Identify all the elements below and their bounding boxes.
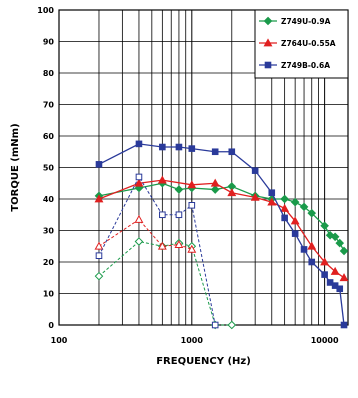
data-point (187, 244, 197, 253)
x-axis-title: FREQUENCY (Hz) (156, 356, 251, 367)
series-5 (95, 173, 219, 329)
series-4 (95, 140, 348, 329)
data-point (291, 230, 299, 237)
data-point (175, 211, 183, 219)
data-point (134, 214, 144, 223)
series-2 (94, 175, 349, 282)
data-point (339, 246, 349, 256)
data-point (227, 188, 237, 197)
y-tick-label: 0 (48, 321, 54, 330)
series-line (98, 179, 345, 279)
data-point (134, 237, 144, 246)
y-tick-label: 60 (43, 132, 55, 141)
data-point (280, 203, 290, 212)
data-point (210, 185, 220, 194)
legend-marker (263, 16, 273, 26)
data-point (299, 202, 309, 212)
data-point (187, 180, 197, 189)
data-point (94, 271, 104, 281)
data-point (157, 241, 167, 250)
data-point (94, 194, 104, 203)
data-point (336, 285, 344, 293)
data-point (320, 221, 329, 231)
y-tick-label: 20 (43, 258, 55, 267)
data-point (321, 271, 328, 278)
data-point (228, 148, 236, 156)
data-point (251, 167, 259, 174)
data-point (325, 230, 335, 240)
y-tick-label: 30 (43, 227, 55, 236)
series-3 (94, 214, 197, 253)
data-point (157, 175, 167, 184)
data-point (135, 173, 143, 181)
data-point (94, 241, 104, 250)
y-tick-label: 10 (43, 290, 55, 299)
data-point (227, 320, 237, 330)
y-tick-label: 90 (43, 38, 55, 47)
data-point (307, 208, 317, 218)
data-point (174, 185, 184, 194)
data-point (159, 143, 166, 151)
legend-item: Z749U-0.9A (259, 16, 331, 26)
data-point (307, 241, 317, 250)
legend-marker (264, 61, 272, 69)
series-line (98, 175, 216, 326)
data-point (290, 216, 300, 225)
data-point (250, 192, 260, 201)
data-point (308, 258, 316, 266)
data-point (320, 257, 330, 266)
data-point (300, 246, 308, 253)
data-point (188, 202, 196, 209)
axes: 0 10 20 30 40 50 60 70 80 90 100 100 1000 10000 FREQUE… (10, 6, 339, 367)
data-point (340, 321, 348, 329)
series-layer (94, 140, 349, 330)
y-tick-label: 50 (43, 164, 55, 173)
data-point (95, 252, 103, 259)
data-point (280, 194, 289, 204)
data-point (175, 143, 183, 151)
data-point (339, 273, 349, 282)
data-point (335, 238, 345, 248)
data-point (290, 197, 300, 207)
y-tick-label: 80 (43, 69, 55, 78)
x-tick-label: 100 (51, 336, 68, 345)
y-axis-title: TORQUE (mNm) (10, 123, 21, 211)
data-point (330, 232, 340, 242)
y-tick-label: 100 (37, 6, 54, 15)
data-point (211, 148, 219, 156)
data-point (210, 178, 220, 187)
series-line (98, 218, 192, 250)
data-point (281, 214, 288, 222)
y-tick-label: 40 (43, 195, 55, 204)
legend-item: Z764U-0.55A (259, 38, 336, 48)
legend-label: Z749B-0.6A (281, 61, 330, 70)
data-point (330, 266, 340, 275)
data-point (188, 145, 196, 152)
data-point (174, 240, 184, 249)
data-point (159, 211, 166, 219)
legend-label: Z749U-0.9A (281, 17, 331, 26)
data-point (134, 178, 144, 187)
data-point (268, 189, 276, 196)
y-tick-label: 70 (43, 101, 55, 110)
legend-item: Z749B-0.6A (259, 61, 330, 70)
data-point (135, 140, 143, 148)
legend: Z749U-0.9A Z764U-0.55A Z749B-0.6A (254, 9, 349, 79)
x-tick-label: 10000 (311, 336, 339, 345)
data-point (267, 197, 277, 206)
x-tick-label: 1000 (181, 336, 204, 345)
legend-marker (263, 38, 273, 47)
data-point (95, 161, 103, 168)
data-point (211, 321, 219, 329)
legend-label: Z764U-0.55A (281, 39, 336, 48)
